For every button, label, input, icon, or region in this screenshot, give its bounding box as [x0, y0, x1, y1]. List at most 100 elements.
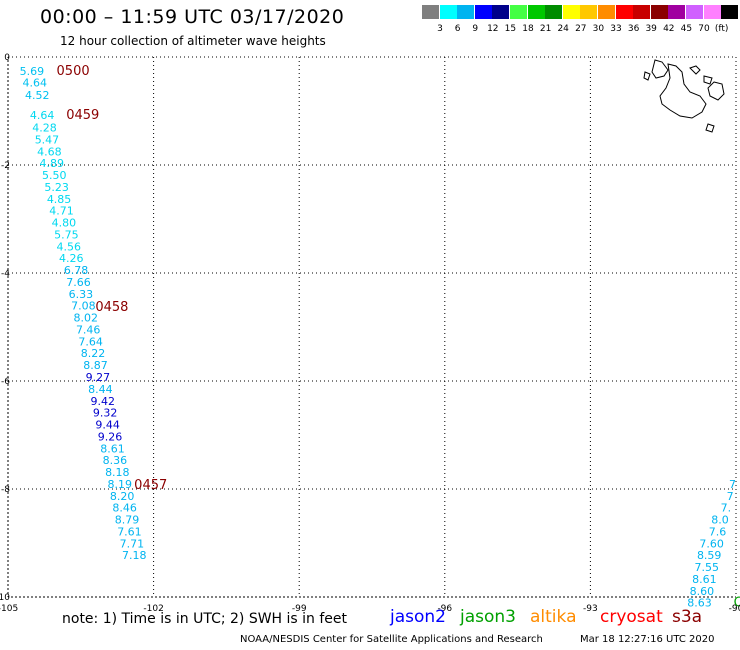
- legend-label: 18: [522, 24, 534, 34]
- wave-height-value: 8.02: [74, 312, 99, 325]
- legend-label: 27: [575, 24, 587, 34]
- wave-height-value: 9.27: [86, 371, 111, 384]
- altimeter-track-west: 5.694.644.524.644.285.474.684.895.505.23…: [20, 65, 147, 562]
- legend-label: 42: [663, 24, 675, 34]
- wave-height-value: 7.46: [76, 323, 101, 336]
- wave-height-value: 9.26: [98, 430, 123, 443]
- legend-label: 21: [539, 24, 552, 34]
- wave-height-value: 4.26: [59, 252, 84, 265]
- y-tick-label: -10: [0, 593, 10, 603]
- wave-height-value: 5.75: [54, 228, 79, 241]
- wave-height-value: 9.42: [91, 395, 116, 408]
- legend-swatch: [562, 5, 580, 19]
- x-tick-label: -102: [143, 604, 163, 614]
- wave-height-value: 4.52: [25, 89, 49, 102]
- x-tick-label: -105: [0, 604, 18, 614]
- wave-height-value: 8.22: [81, 347, 106, 360]
- x-tick-label: -90: [729, 604, 740, 614]
- legend-swatch: [580, 5, 598, 19]
- wave-height-value: 4.64: [30, 109, 55, 122]
- wave-height-value: 8.59: [697, 549, 722, 562]
- wave-height-value: 8.87: [83, 359, 108, 372]
- satellite-name-cryosat: cryosat: [600, 607, 663, 627]
- x-tick-label: -99: [292, 604, 307, 614]
- legend-swatch: [650, 5, 668, 19]
- legend-swatch: [510, 5, 527, 19]
- wave-height-value: 8.19: [107, 478, 132, 491]
- wave-height-value: 4.28: [32, 122, 57, 135]
- y-tick-label: -8: [1, 485, 10, 495]
- legend-label: 24: [557, 24, 569, 34]
- legend-label: 45: [680, 24, 693, 34]
- wave-height-value: 7.6: [709, 525, 727, 538]
- wave-height-value: 8.44: [88, 383, 113, 396]
- x-tick-label: -96: [437, 604, 452, 614]
- pass-time-label: 0457: [134, 478, 167, 493]
- y-tick-label: -4: [1, 269, 10, 279]
- legend-label: 6: [454, 24, 461, 34]
- wave-height-value: 7.61: [117, 525, 142, 538]
- wave-height-value: 5.47: [35, 133, 60, 146]
- wave-height-value: 8.0: [711, 514, 729, 527]
- wave-height-value: 8.79: [115, 514, 140, 527]
- pass-time-label: 0459: [66, 108, 99, 123]
- wave-height-value: 6.33: [69, 288, 94, 301]
- wave-height-value: 8.63: [687, 597, 712, 610]
- pass-time-label: 0500: [57, 64, 90, 79]
- legend-swatch: [598, 5, 615, 19]
- galapagos-coastline: [643, 59, 725, 133]
- y-tick-label: -6: [1, 377, 10, 387]
- wave-height-value: 7: [729, 478, 736, 491]
- satellite-name-s3a: s3a: [672, 607, 703, 627]
- wave-height-value: 7: [727, 490, 734, 503]
- legend-swatch: [457, 5, 475, 19]
- credit-line: NOAA/NESDIS Center for Satellite Applica…: [240, 634, 543, 645]
- legend-label: 9: [472, 24, 479, 34]
- satellite-name-jason3: jason3: [460, 607, 516, 627]
- wave-height-value: 4.56: [57, 240, 82, 253]
- wave-height-value: 7.66: [66, 276, 91, 289]
- wave-height-value: 7.60: [699, 537, 724, 550]
- altimeter-track-east: 777.8.07.67.608.597.558.618.608.63 C: [687, 478, 740, 611]
- wave-height-value: 9.32: [93, 407, 118, 420]
- legend-label: 15: [504, 24, 517, 34]
- legend-label: 3: [437, 24, 443, 34]
- legend-swatch: [686, 5, 703, 19]
- y-tick-label: 0: [4, 53, 10, 63]
- wave-height-value: 4.64: [23, 77, 47, 90]
- legend-swatch: [527, 5, 545, 19]
- wave-height-value: 8.18: [105, 466, 130, 479]
- legend-label: 70: [698, 24, 710, 34]
- axis-tick-labels: -105 -102 -99 -96 -93 -90 0 -2 -4 -6 -8 -10: [0, 53, 740, 614]
- satellite-name-jason2: jason2: [390, 607, 446, 627]
- legend-swatch: [545, 5, 563, 19]
- x-tick-label: -93: [583, 604, 598, 614]
- pass-time-labels: 0500 0459 0458 0457: [57, 64, 168, 493]
- units-note: note: 1) Time is in UTC; 2) SWH is in fe…: [62, 611, 348, 627]
- legend-swatch: [474, 5, 492, 19]
- y-tick-label: -2: [1, 161, 10, 171]
- legend-label: 33: [610, 24, 622, 34]
- legend-swatch: [703, 5, 721, 19]
- legend-label: 12: [487, 24, 499, 34]
- legend-swatch: [633, 5, 651, 19]
- legend-label: 39: [645, 24, 657, 34]
- legend-swatch: [668, 5, 686, 19]
- wave-height-value: 5.23: [44, 181, 69, 194]
- legend-label: 36: [627, 24, 640, 34]
- map-subtitle: 12 hour collection of altimeter wave hei…: [60, 34, 326, 48]
- wave-height-value: 8.20: [110, 490, 135, 503]
- wave-height-value: 7.55: [695, 561, 720, 574]
- wave-height-value: 7.64: [78, 335, 103, 348]
- wave-height-value: 8.36: [103, 454, 128, 467]
- map-title: 00:00 – 11:59 UTC 03/17/2020: [40, 6, 345, 28]
- wave-height-value: 9.44: [95, 419, 120, 432]
- pass-time-label: 0458: [95, 300, 128, 315]
- wave-height-value: 8.61: [100, 442, 125, 455]
- wave-height-value: 6.78: [64, 264, 89, 277]
- wave-height-value: 5.69: [20, 65, 45, 78]
- wave-height-value: 7.08: [71, 300, 96, 313]
- legend-label: (ft): [714, 24, 729, 34]
- wave-height-value: 8.61: [692, 573, 717, 586]
